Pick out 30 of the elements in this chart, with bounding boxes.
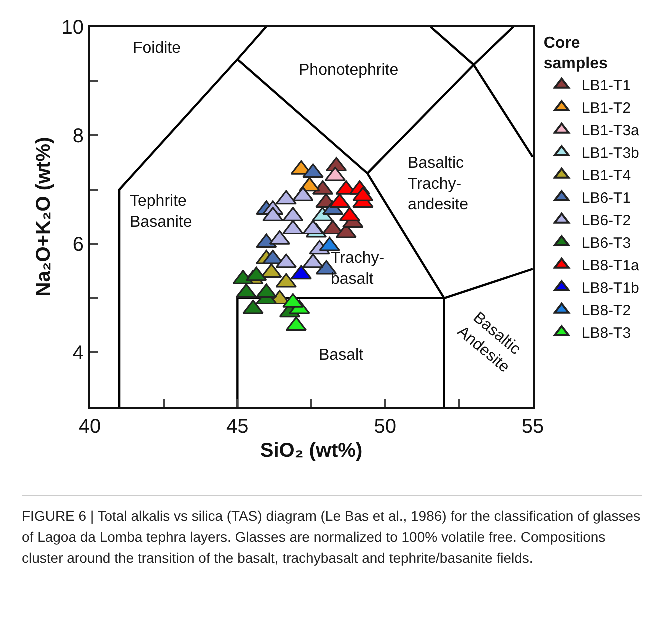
legend-label: LB1-T2	[582, 100, 632, 118]
legend-label: LB6-T3	[582, 235, 632, 252]
annotation: Foidite	[133, 40, 182, 57]
x-tick-label: 55	[522, 416, 544, 438]
legend-label: LB1-T3a	[582, 122, 640, 140]
legend-label: LB1-T4	[582, 168, 632, 185]
x-axis-title: SiO₂ (wt%)	[260, 440, 363, 462]
y-tick-label: 6	[72, 234, 84, 256]
legend-label: LB8-T2	[582, 302, 632, 320]
caption: FIGURE 6 | Total alkalis vs silica (TAS) diagram (Le Bas et al., 1986) for the classification of glasses of Lagoa da Lomba tephra layers. Glasses are normalized to 100% volatile free. Compositions cluster around the transition of the basalt, trachybasalt and tephrite/basanite fields.	[22, 495, 642, 569]
legend-label: LB1-T3b	[582, 145, 640, 162]
y-axis-title: Na₂O+K₂O (wt%)	[32, 137, 55, 297]
y-tick-label: 4	[72, 342, 84, 365]
legend-label: LB1-T1	[582, 78, 632, 95]
x-tick-label: 50	[374, 416, 396, 438]
x-tick-label: 45	[226, 416, 249, 438]
y-tick-label: 10	[62, 17, 84, 39]
annotation: Basaltic Trachy- andesite	[408, 155, 469, 214]
y-tick-label: 8	[72, 126, 84, 148]
x-tick-label: 40	[78, 416, 102, 438]
legend-label: LB8-T1a	[582, 258, 640, 275]
annotation: Basalt	[319, 347, 364, 364]
annotation: Phonotephrite	[299, 62, 399, 79]
annotation: Tephrite Basanite	[130, 193, 192, 231]
legend-label: LB8-T3	[582, 325, 632, 342]
legend-label: LB6-T2	[582, 212, 632, 230]
legend-label: LB6-T1	[582, 190, 632, 208]
legend-title: Core samples	[544, 34, 608, 73]
legend-label: LB8-T1b	[582, 280, 640, 298]
annotation: Trachy- basalt	[331, 250, 385, 288]
